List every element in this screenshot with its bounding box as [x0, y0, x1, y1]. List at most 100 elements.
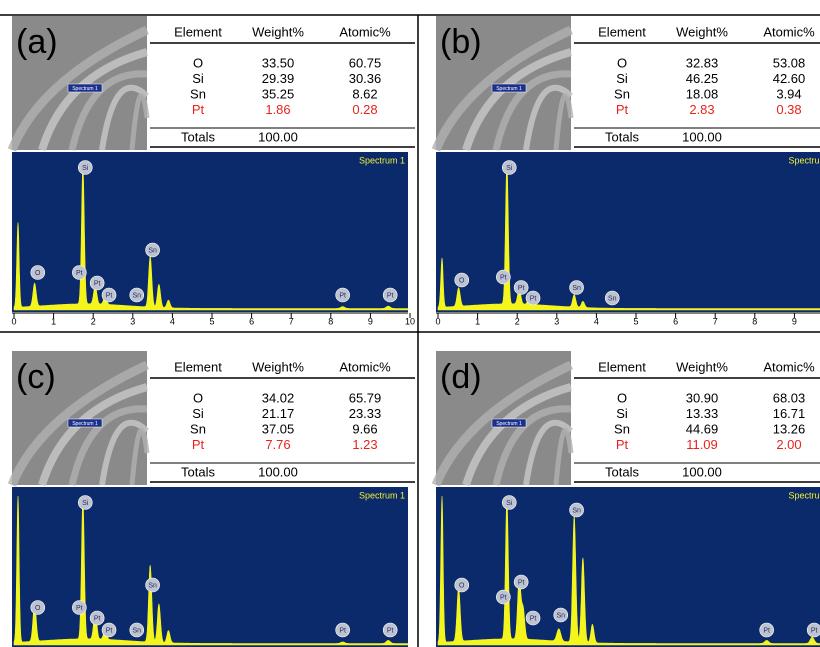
table-header: Atomic% — [339, 359, 391, 374]
x-tick-label: 6 — [249, 316, 254, 326]
image-label: Spectrum 1 — [72, 86, 98, 92]
peak-label: O — [459, 277, 465, 284]
image-label: Spectrum 1 — [496, 86, 522, 92]
table-cell: 65.79 — [349, 390, 382, 405]
peak-label: Si — [506, 500, 513, 507]
table-cell: 1.86 — [265, 102, 290, 117]
x-tick-label: 2 — [515, 316, 520, 326]
table-cell: O — [193, 55, 203, 70]
table-header: Element — [598, 359, 646, 374]
peak-label: O — [35, 270, 41, 277]
x-tick-label: 3 — [554, 316, 559, 326]
table-cell: 30.90 — [686, 390, 719, 405]
spectrum-area — [436, 487, 820, 647]
table-cell: 60.75 — [349, 55, 382, 70]
peak-label: Pt — [94, 280, 101, 287]
peak-label: Sn — [148, 247, 157, 254]
table-header: Element — [174, 24, 222, 39]
x-tick-label: 9 — [368, 316, 373, 326]
table-cell: 2.00 — [776, 437, 801, 452]
x-tick-label: 5 — [209, 316, 214, 326]
table-cell: 35.25 — [262, 86, 295, 101]
peak-label: O — [35, 605, 41, 612]
x-tick-label: 8 — [752, 316, 757, 326]
x-tick-label: 1 — [475, 316, 480, 326]
peak-label: Pt — [94, 615, 101, 622]
peak-label: Pt — [811, 627, 818, 634]
table-cell: 16.71 — [773, 406, 806, 421]
peak-label: Si — [506, 165, 513, 172]
peak-label: Pt — [518, 579, 525, 586]
table-cell: 18.08 — [686, 86, 719, 101]
peak-label: Pt — [339, 627, 346, 634]
peak-label: Sn — [556, 612, 565, 619]
x-tick-label: 6 — [673, 316, 678, 326]
spectrum-title: Spectrum 1 — [359, 490, 405, 500]
table-cell: Si — [192, 406, 204, 421]
image-label: Spectrum 1 — [496, 421, 522, 427]
table-header: Atomic% — [763, 359, 815, 374]
table-total: 100.00 — [258, 464, 298, 479]
table-header: Weight% — [676, 359, 728, 374]
peak-label: Pt — [387, 627, 394, 634]
table-cell: Si — [616, 71, 628, 86]
peak-label: Sn — [572, 285, 581, 292]
table-header: Weight% — [252, 359, 304, 374]
table-cell: Sn — [190, 86, 206, 101]
table-cell: Si — [616, 406, 628, 421]
figure: Spectrum 1 (a) Element Weight% Atomic% O 33.50… — [0, 0, 820, 647]
peak-label: Sn — [572, 507, 581, 514]
table-cell: 44.69 — [686, 421, 719, 436]
table-total: Totals — [605, 464, 639, 479]
panel: Spectrum 1 (d) Element Weight% Atomic% O 30.90… — [435, 351, 820, 647]
table-cell: 1.23 — [352, 437, 377, 452]
panel-label: (c) — [16, 358, 56, 396]
table-cell: 23.33 — [349, 406, 382, 421]
table-cell: 21.17 — [262, 406, 295, 421]
table-cell: Sn — [614, 86, 630, 101]
table-cell: 68.03 — [773, 390, 806, 405]
x-tick-label: 7 — [289, 316, 294, 326]
table-cell: Pt — [616, 437, 629, 452]
table-header: Atomic% — [339, 24, 391, 39]
peak-label: Si — [82, 500, 89, 507]
spectrum-area — [12, 152, 408, 312]
x-tick-label: 10 — [405, 316, 415, 326]
spectrum-title: Spectrum 1 — [359, 155, 405, 165]
peak-label: Pt — [763, 627, 770, 634]
table-total: 100.00 — [682, 129, 722, 144]
panel-label: (a) — [16, 23, 58, 61]
table-total: Totals — [605, 129, 639, 144]
table-cell: O — [193, 390, 203, 405]
table-total: 100.00 — [258, 129, 298, 144]
table-cell: O — [617, 390, 627, 405]
table-cell: 11.09 — [686, 437, 718, 452]
x-tick-label: 8 — [328, 316, 333, 326]
x-tick-label: 0 — [11, 316, 16, 326]
table-header: Weight% — [252, 24, 304, 39]
table-cell: 30.36 — [349, 71, 382, 86]
panel-label: (b) — [440, 23, 482, 61]
peak-label: Pt — [518, 285, 525, 292]
table-header: Element — [174, 359, 222, 374]
panel: Spectrum 1 (a) Element Weight% Atomic% O 33.50… — [11, 16, 415, 326]
table-cell: Si — [192, 71, 204, 86]
x-tick-label: 1 — [51, 316, 56, 326]
table-cell: 32.83 — [686, 55, 719, 70]
spectrum-title: Spectrum — [788, 490, 820, 500]
peak-label: Sn — [132, 627, 141, 634]
peak-label: Pt — [106, 627, 113, 634]
x-tick-label: 4 — [170, 316, 175, 326]
peak-label: Pt — [387, 292, 394, 299]
table-cell: 13.33 — [686, 406, 719, 421]
table-cell: 33.50 — [262, 55, 295, 70]
table-cell: 0.38 — [776, 102, 801, 117]
x-tick-label: 9 — [792, 316, 797, 326]
table-cell: 3.94 — [776, 86, 801, 101]
spectrum-area — [436, 152, 820, 312]
table-cell: 13.26 — [773, 421, 806, 436]
peak-label: Pt — [500, 594, 507, 601]
peak-label: Sn — [608, 295, 617, 302]
peak-label: Pt — [530, 615, 537, 622]
panel-label: (d) — [440, 358, 482, 396]
